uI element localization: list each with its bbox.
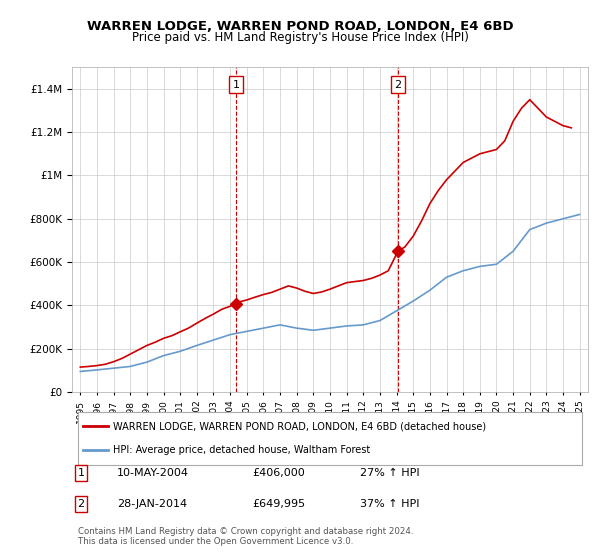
Text: 2: 2 (77, 499, 85, 509)
Text: £406,000: £406,000 (252, 468, 305, 478)
Text: 28-JAN-2014: 28-JAN-2014 (117, 499, 187, 509)
Text: Price paid vs. HM Land Registry's House Price Index (HPI): Price paid vs. HM Land Registry's House … (131, 31, 469, 44)
Text: £649,995: £649,995 (252, 499, 305, 509)
Text: 2: 2 (394, 80, 401, 90)
Text: WARREN LODGE, WARREN POND ROAD, LONDON, E4 6BD: WARREN LODGE, WARREN POND ROAD, LONDON, … (86, 20, 514, 32)
Text: 1: 1 (77, 468, 85, 478)
Text: HPI: Average price, detached house, Waltham Forest: HPI: Average price, detached house, Walt… (113, 445, 371, 455)
Text: 27% ↑ HPI: 27% ↑ HPI (360, 468, 419, 478)
Text: WARREN LODGE, WARREN POND ROAD, LONDON, E4 6BD (detached house): WARREN LODGE, WARREN POND ROAD, LONDON, … (113, 422, 487, 432)
Text: Contains HM Land Registry data © Crown copyright and database right 2024.
This d: Contains HM Land Registry data © Crown c… (78, 526, 413, 546)
Text: 1: 1 (233, 80, 239, 90)
Text: 37% ↑ HPI: 37% ↑ HPI (360, 499, 419, 509)
Text: 10-MAY-2004: 10-MAY-2004 (117, 468, 189, 478)
